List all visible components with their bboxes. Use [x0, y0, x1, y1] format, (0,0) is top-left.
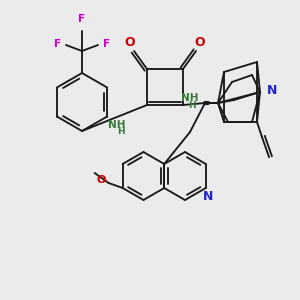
Text: N: N — [202, 190, 213, 203]
Text: H: H — [188, 101, 196, 110]
Text: NH: NH — [108, 120, 125, 130]
Text: F: F — [54, 39, 61, 49]
Text: NH: NH — [181, 93, 199, 103]
Polygon shape — [216, 67, 275, 127]
Text: O: O — [96, 175, 106, 185]
Text: O: O — [195, 35, 205, 49]
Text: F: F — [78, 14, 85, 24]
Text: N: N — [267, 85, 278, 98]
Text: F: F — [103, 39, 110, 49]
Text: H: H — [117, 128, 124, 136]
Text: O: O — [125, 35, 135, 49]
